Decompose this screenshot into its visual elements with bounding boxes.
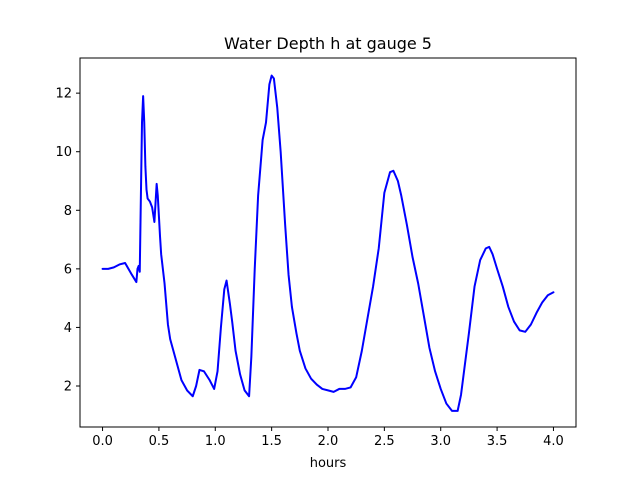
x-tick-label: 3.5 — [487, 434, 508, 449]
x-axis-label: hours — [310, 456, 347, 471]
y-tick-label: 10 — [55, 145, 72, 160]
x-tick-label: 3.0 — [430, 434, 451, 449]
y-tick-label: 8 — [64, 204, 72, 219]
x-tick-label: 2.5 — [374, 434, 395, 449]
plot-layer — [101, 74, 555, 412]
x-tick-label: 0.0 — [92, 434, 113, 449]
y-tick-label: 12 — [55, 87, 72, 102]
x-tick-label: 1.0 — [205, 434, 226, 449]
chart-title: Water Depth h at gauge 5 — [224, 34, 432, 53]
y-tick-label: 2 — [64, 380, 72, 395]
x-tick-label: 0.5 — [149, 434, 170, 449]
y-tick-label: 4 — [64, 321, 72, 336]
y-tick-label: 6 — [64, 262, 72, 277]
series-line-0 — [101, 74, 555, 412]
x-tick-label: 1.5 — [261, 434, 282, 449]
ticks-layer: 0.0 0.5 1.0 1.5 2.0 2.5 3.0 3.5 4.0 2 4 6 8 10 12 — [55, 87, 563, 449]
x-tick-label: 2.0 — [318, 434, 339, 449]
x-tick-label: 4.0 — [543, 434, 564, 449]
